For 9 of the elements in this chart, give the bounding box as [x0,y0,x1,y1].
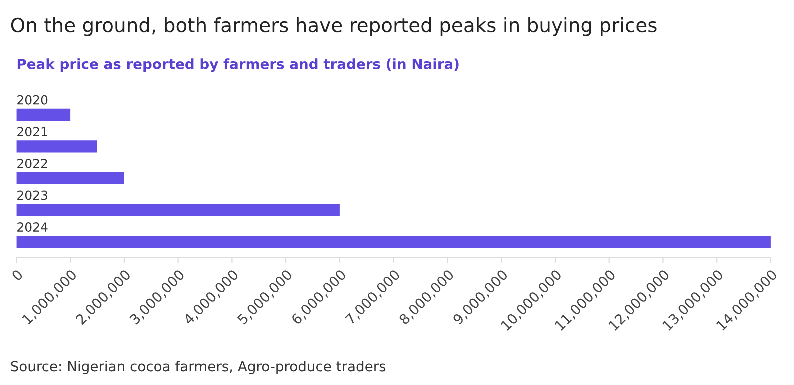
y-tick-label: 2020 [18,95,48,105]
source-note: Source: Nigerian cocoa farmers, Agro-produce traders [11,360,386,374]
y-tick-label: 2021 [18,127,48,137]
y-tick-label: 2024 [18,222,48,232]
chart-subtitle: Peak price as reported by farmers and traders (in Naira) [18,58,459,72]
y-tick-label: 2023 [18,190,48,200]
chart-title: On the ground, both farmers have reported peaks in buying prices [11,18,657,36]
y-tick-label: 2022 [18,158,48,168]
x-tick-label: 0 [11,269,24,282]
